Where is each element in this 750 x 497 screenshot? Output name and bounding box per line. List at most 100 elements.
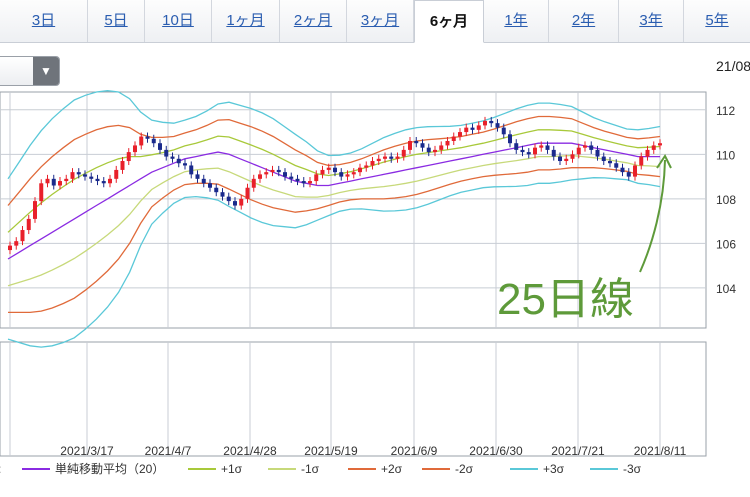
- candle-body: [333, 167, 337, 173]
- candle-body: [414, 140, 419, 144]
- candle-body: [514, 143, 519, 150]
- chart-grid: [0, 91, 707, 457]
- candle-body: [595, 149, 600, 157]
- candle-body: [476, 125, 481, 130]
- candle-body: [658, 143, 662, 146]
- candle-body: [95, 178, 100, 182]
- candle-body: [33, 201, 37, 219]
- band-minus-2-sigma: [8, 167, 661, 314]
- main-panel-frame: [0, 91, 707, 329]
- legend-entry: 単純移動平均（20）: [55, 462, 164, 476]
- candle-body: [239, 198, 244, 206]
- candle-body: [308, 181, 312, 184]
- annotation-arrow: [639, 159, 666, 273]
- candle-body: [558, 156, 562, 162]
- candle-body: [14, 241, 19, 246]
- candle-body: [276, 169, 281, 173]
- tab-6month[interactable]: 6ヶ月: [414, 0, 484, 43]
- candle-body: [58, 181, 62, 186]
- sub-panel-frame: [0, 341, 707, 457]
- candle-body: [114, 169, 119, 179]
- candle-body: [451, 136, 456, 141]
- x-tick-label: 2021/6/30: [469, 444, 523, 458]
- x-tick-label: 2021/5/19: [304, 444, 358, 458]
- candle-body: [626, 172, 631, 177]
- candle-body: [83, 174, 87, 177]
- candle-body: [589, 145, 594, 150]
- candle-body: [576, 147, 581, 155]
- legend-entry: -3σ: [623, 462, 642, 476]
- candle-body: [445, 140, 450, 146]
- candle-body: [370, 161, 375, 166]
- tab-5day[interactable]: 5日: [88, 0, 145, 42]
- candle-body: [133, 145, 137, 153]
- tab-3year[interactable]: 3年: [619, 0, 684, 42]
- candle-body: [283, 172, 287, 177]
- legend-entry: +3σ: [543, 462, 565, 476]
- candle-body: [164, 149, 169, 157]
- candle-body: [220, 192, 225, 197]
- candle-body: [64, 178, 69, 182]
- candle-body: [208, 183, 212, 188]
- candle-body: [620, 167, 625, 173]
- candle-body: [251, 178, 256, 188]
- tab-2month[interactable]: 2ヶ月: [280, 0, 347, 42]
- tab-2year[interactable]: 2年: [549, 0, 619, 42]
- candle-body: [120, 161, 125, 170]
- candle-body: [201, 178, 206, 184]
- candlesticks: [8, 116, 662, 255]
- band-minus-3-sigma: [7, 177, 661, 348]
- candle-body: [433, 149, 437, 153]
- candle-body: [151, 138, 156, 144]
- candle-body: [583, 145, 587, 148]
- candle-body: [326, 167, 331, 170]
- candle-body: [289, 176, 294, 179]
- candle-body: [270, 169, 275, 173]
- tab-5year[interactable]: 5年: [705, 12, 729, 29]
- x-tick-label: 2021/4/7: [145, 444, 192, 458]
- tab-1month[interactable]: 1ヶ月: [212, 0, 280, 42]
- legend-entry: +1σ: [221, 462, 243, 476]
- candle-body: [601, 156, 606, 162]
- indicator-select[interactable]: ▼: [0, 56, 60, 86]
- candle-body: [464, 127, 469, 133]
- candle-body: [508, 134, 512, 144]
- candle-body: [226, 196, 231, 202]
- candle-body: [651, 145, 656, 150]
- candle-body: [376, 158, 381, 162]
- candle-body: [633, 165, 637, 177]
- candle-body: [345, 174, 350, 177]
- candle-body: [495, 123, 500, 128]
- candle-body: [51, 178, 56, 186]
- candle-body: [145, 136, 150, 139]
- candle-body: [214, 187, 219, 193]
- candle-body: [420, 143, 425, 148]
- legend-colon: :: [0, 462, 1, 476]
- candle-body: [458, 132, 462, 137]
- x-tick-label: 2021/4/28: [223, 444, 277, 458]
- candle-body: [20, 230, 25, 242]
- candle-body: [489, 120, 494, 124]
- x-tick-label: 2021/6/9: [391, 444, 438, 458]
- y-tick-label: 112: [716, 104, 735, 118]
- candle-body: [189, 165, 194, 175]
- bollinger-bands: [7, 90, 661, 348]
- band-plus-3-sigma: [7, 90, 661, 180]
- chevron-down-icon[interactable]: ▼: [33, 57, 59, 85]
- candle-body: [533, 147, 537, 155]
- y-tick-label: 104: [716, 282, 736, 296]
- candle-body: [183, 163, 187, 166]
- candle-body: [520, 149, 525, 153]
- candle-body: [383, 156, 387, 159]
- tab-1year[interactable]: 1年: [484, 0, 549, 42]
- candle-body: [76, 172, 81, 175]
- tab-3month[interactable]: 3ヶ月: [347, 0, 414, 42]
- tab-3day[interactable]: 3日: [0, 0, 88, 42]
- candle-body: [614, 163, 619, 168]
- candle-body: [45, 178, 50, 184]
- candle-body: [8, 245, 12, 251]
- candle-body: [389, 156, 394, 159]
- candle-body: [358, 167, 362, 173]
- tab-10day[interactable]: 10日: [145, 0, 212, 42]
- legend-entry: -2σ: [455, 462, 474, 476]
